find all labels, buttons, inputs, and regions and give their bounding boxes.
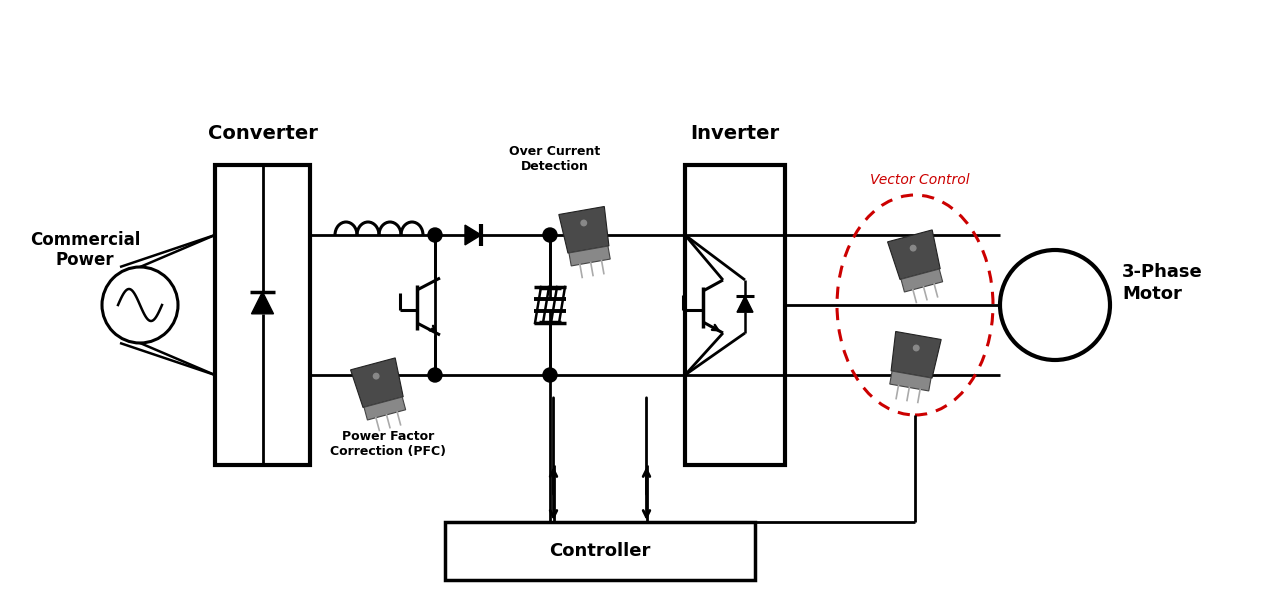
Text: M: M <box>1041 291 1069 319</box>
Polygon shape <box>890 371 931 391</box>
Polygon shape <box>364 397 406 420</box>
Circle shape <box>1000 250 1110 360</box>
Circle shape <box>543 228 557 242</box>
Text: Inverter: Inverter <box>690 124 780 143</box>
Polygon shape <box>887 230 941 280</box>
Circle shape <box>914 345 919 351</box>
Polygon shape <box>251 292 274 314</box>
Polygon shape <box>465 225 481 245</box>
Bar <box>685 165 785 465</box>
Polygon shape <box>351 358 403 407</box>
Text: Over Current
Detection: Over Current Detection <box>509 145 600 173</box>
Text: Vector Control: Vector Control <box>870 173 970 187</box>
Circle shape <box>543 368 557 382</box>
Polygon shape <box>559 206 609 253</box>
Polygon shape <box>901 269 942 292</box>
Text: Power Factor
Correction (PFC): Power Factor Correction (PFC) <box>330 430 445 458</box>
Bar <box>215 165 310 465</box>
Circle shape <box>428 228 442 242</box>
Circle shape <box>581 220 586 226</box>
Circle shape <box>910 245 916 251</box>
Text: 3-Phase
Motor: 3-Phase Motor <box>1123 263 1203 303</box>
Circle shape <box>428 368 442 382</box>
Circle shape <box>102 267 178 343</box>
Text: Commercial
Power: Commercial Power <box>29 230 141 269</box>
Text: Converter: Converter <box>207 124 317 143</box>
Bar <box>445 522 755 580</box>
Circle shape <box>374 373 379 379</box>
Polygon shape <box>568 246 611 266</box>
Polygon shape <box>891 331 941 378</box>
Text: Controller: Controller <box>549 542 650 560</box>
Polygon shape <box>737 296 753 312</box>
